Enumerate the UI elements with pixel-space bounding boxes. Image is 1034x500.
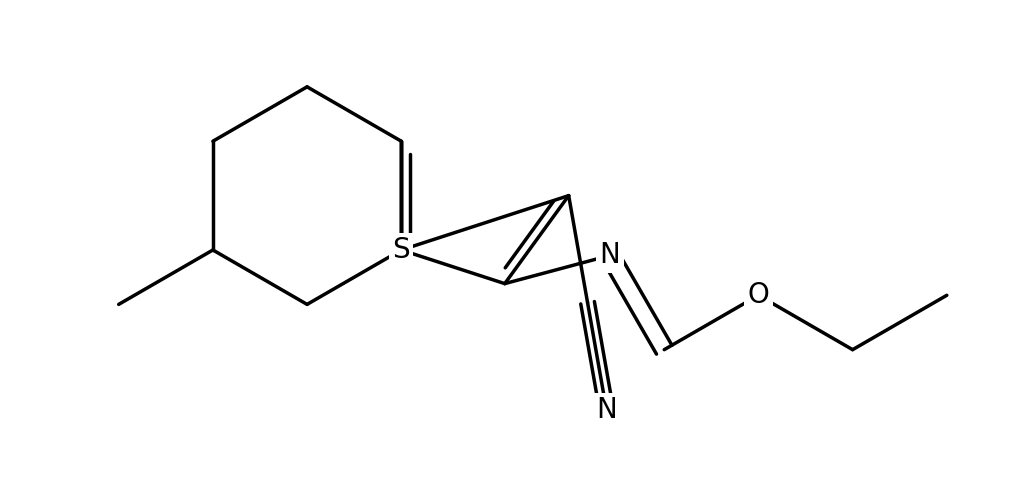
Text: O: O	[748, 282, 769, 310]
Text: N: N	[596, 396, 617, 424]
Text: N: N	[600, 242, 620, 270]
Text: S: S	[393, 236, 410, 264]
